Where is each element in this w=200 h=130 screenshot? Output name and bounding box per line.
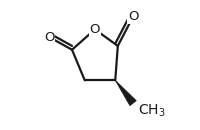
Text: O: O: [90, 23, 100, 36]
Polygon shape: [115, 80, 136, 106]
Text: O: O: [44, 31, 54, 44]
Text: CH$_3$: CH$_3$: [138, 103, 166, 119]
Text: O: O: [128, 10, 138, 23]
